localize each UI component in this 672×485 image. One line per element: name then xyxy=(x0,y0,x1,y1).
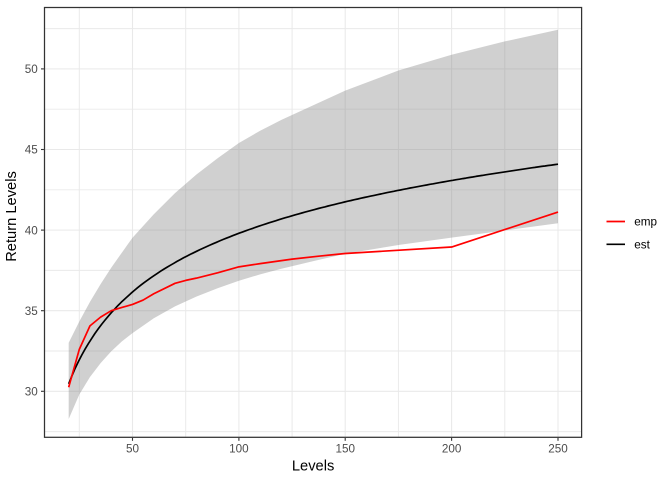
svg-text:50: 50 xyxy=(25,63,39,76)
svg-text:emp: emp xyxy=(634,216,657,229)
svg-text:est: est xyxy=(634,239,650,252)
svg-text:50: 50 xyxy=(126,443,140,456)
svg-text:250: 250 xyxy=(548,443,568,456)
svg-text:Levels: Levels xyxy=(292,458,334,474)
svg-text:100: 100 xyxy=(229,443,249,456)
svg-text:Return Levels: Return Levels xyxy=(4,171,20,262)
svg-text:200: 200 xyxy=(442,443,462,456)
svg-text:40: 40 xyxy=(25,224,39,237)
svg-text:35: 35 xyxy=(25,305,39,318)
svg-text:30: 30 xyxy=(25,386,39,399)
svg-text:150: 150 xyxy=(335,443,355,456)
svg-text:45: 45 xyxy=(25,144,39,157)
